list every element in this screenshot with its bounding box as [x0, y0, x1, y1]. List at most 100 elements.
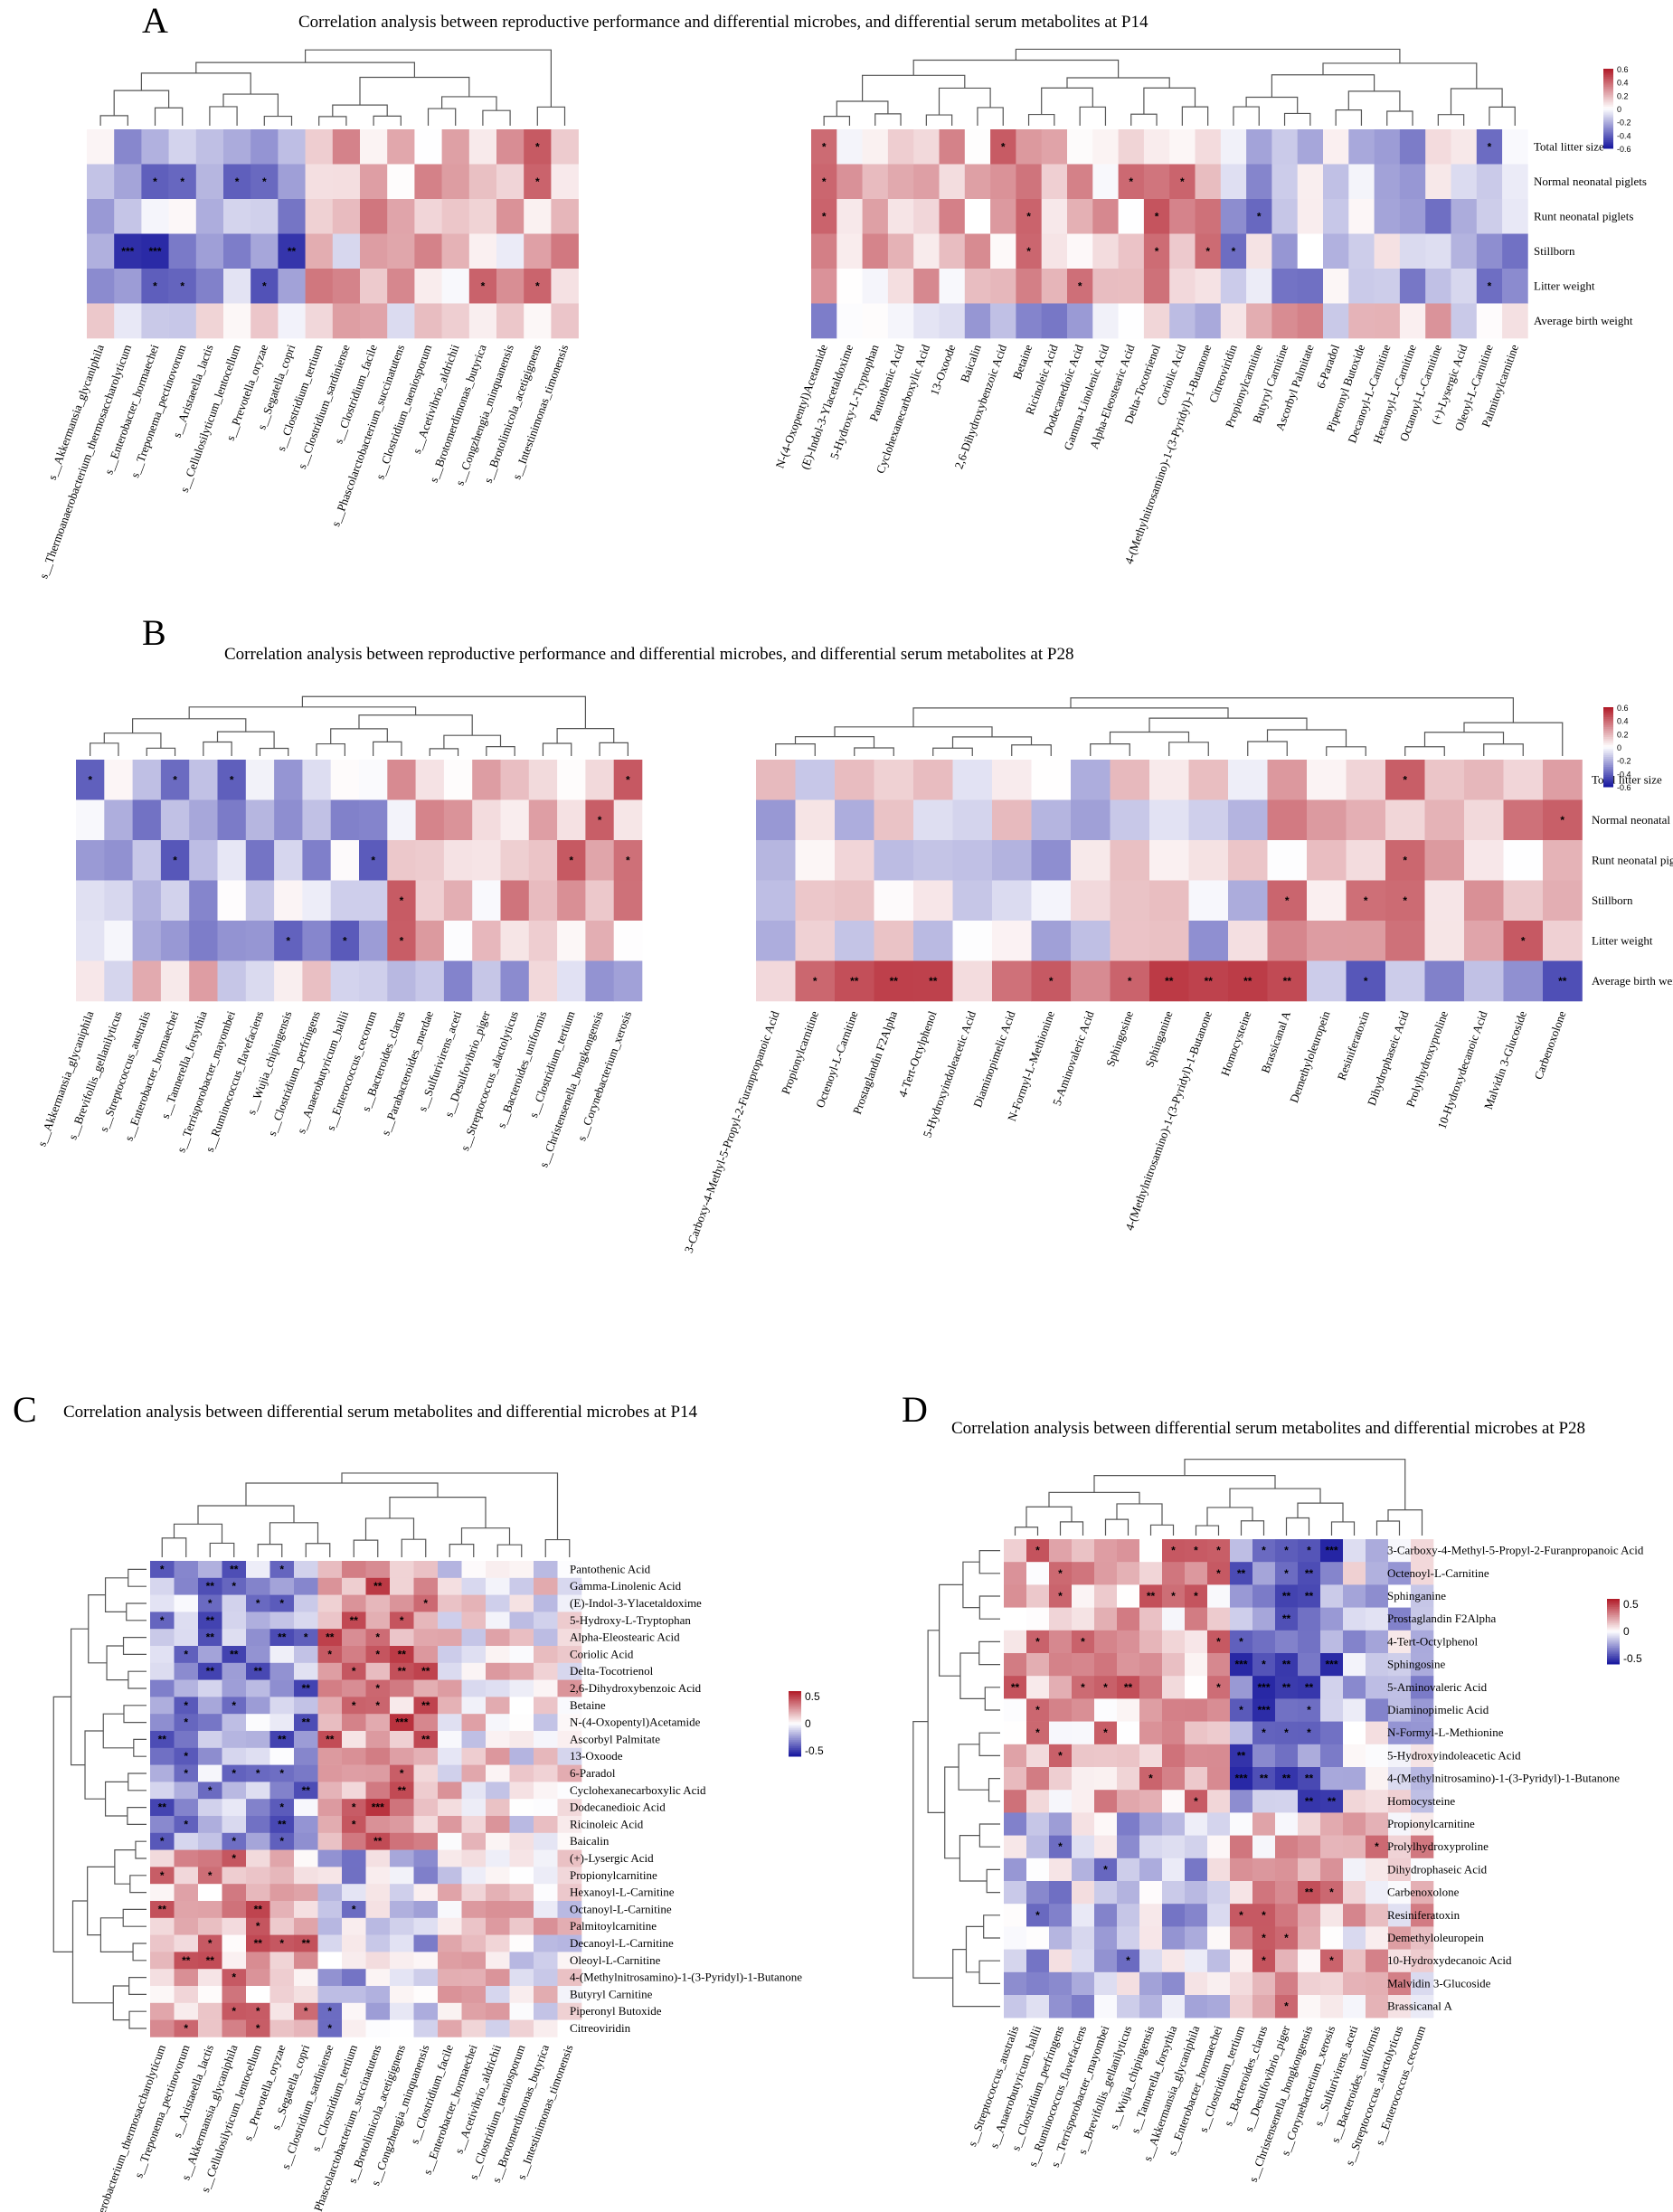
panel-c-cell	[390, 1884, 414, 1902]
panel-a-right-cell	[1016, 164, 1042, 200]
panel-d-cell	[1004, 1653, 1027, 1677]
panel-d-cell	[1139, 1539, 1163, 1563]
panel-c-cell	[150, 1679, 175, 1697]
panel-d-cell	[1298, 1676, 1321, 1699]
panel-d-cell	[1072, 1721, 1095, 1745]
panel-d-cell	[1207, 1653, 1231, 1677]
panel-a-legend-swatch	[1603, 132, 1613, 136]
panel-a-right-cell	[1041, 129, 1068, 165]
panel-b-right-cell	[913, 840, 953, 881]
panel-c-cell	[413, 1646, 439, 1664]
panel-c-cell	[150, 1832, 175, 1850]
panel-c-cell	[246, 1816, 270, 1834]
panel-d-cell	[1139, 1812, 1163, 1836]
panel-c-cell	[438, 2002, 462, 2020]
panel-d-cell	[1139, 1881, 1163, 1905]
panel-a-right-cell	[1399, 303, 1426, 339]
panel-a-right-cell	[1348, 164, 1375, 200]
panel-d-cell	[1230, 1858, 1253, 1882]
panel-c-cell	[269, 1629, 295, 1647]
panel-c-cell	[557, 2019, 582, 2037]
panel-c-star: **	[278, 1631, 287, 1644]
panel-c-cell	[269, 2019, 295, 2037]
panel-c-cell	[486, 1764, 510, 1782]
panel-a-legend-swatch	[1603, 96, 1613, 99]
panel-c-star: **	[302, 1784, 311, 1797]
panel-a-left-cell	[360, 233, 388, 269]
panel-d-legend-tick: 0.5	[1623, 1598, 1639, 1611]
panel-a-left-cell	[441, 164, 470, 200]
panel-d-cell	[1298, 1835, 1321, 1859]
panel-d-cell	[1004, 1584, 1027, 1608]
panel-c-cell	[150, 1629, 175, 1647]
panel-c-cell	[390, 1867, 414, 1885]
panel-d-star: **	[1328, 1795, 1337, 1808]
panel-c-legend-swatch	[789, 1697, 801, 1700]
panel-a-legend-swatch	[1603, 102, 1613, 106]
panel-b-right-cell	[1188, 921, 1229, 961]
panel-d-cell	[1275, 1744, 1299, 1768]
panel-d-cell	[1207, 1744, 1231, 1768]
panel-d-cell	[1026, 1676, 1050, 1699]
panel-b-legend-tick: -0.2	[1617, 757, 1631, 766]
panel-c-cell	[509, 1714, 534, 1732]
panel-b-legend-swatch	[1603, 784, 1613, 788]
panel-d-cell	[1230, 1539, 1253, 1563]
panel-a-right-cell	[1348, 199, 1375, 234]
panel-a-left-cell	[114, 233, 142, 269]
panel-b-left-cell	[415, 921, 445, 961]
panel-a-right-col-label: Baicalin	[958, 342, 984, 383]
panel-d-cell	[1117, 1721, 1140, 1745]
panel-d-cell	[1072, 1630, 1095, 1654]
panel-a-left-cell	[305, 269, 334, 304]
panel-a-left-cell	[278, 269, 306, 304]
panel-c-cell	[413, 1816, 439, 1834]
panel-a-legend-swatch	[1603, 114, 1613, 118]
panel-a-right-cell	[1374, 233, 1401, 269]
panel-a-right-cell	[1169, 233, 1196, 269]
panel-b-left-cell	[557, 760, 586, 800]
panel-a-right-cell	[1476, 199, 1503, 234]
panel-d-legend-swatch	[1607, 1656, 1620, 1659]
panel-c-cell	[557, 1867, 582, 1885]
panel-d-row-label: 10-Hydroxydecanoic Acid	[1387, 1953, 1512, 1967]
panel-c-cell	[534, 1731, 558, 1749]
panel-a-legend-tick: 0	[1617, 105, 1621, 114]
panel-d-cell	[1162, 1539, 1186, 1563]
panel-a-right-cell	[1195, 129, 1222, 165]
panel-d-cell	[1162, 1653, 1186, 1677]
panel-d-legend-tick: 0	[1623, 1625, 1630, 1638]
panel-c-cell	[438, 1577, 462, 1595]
panel-c-star: *	[256, 1767, 260, 1780]
panel-c-cell	[365, 1662, 391, 1680]
panel-c-cell	[486, 1952, 510, 1970]
panel-c-row-label: 13-Oxoode	[570, 1749, 623, 1763]
panel-a-right-cell	[1297, 164, 1324, 200]
panel-b-left-cell	[104, 840, 133, 881]
panel-c-cell	[461, 1714, 487, 1732]
panel-c-cell	[534, 1799, 558, 1817]
panel-b-left-cell	[330, 880, 360, 922]
panel-a-right-cell	[1451, 164, 1478, 200]
panel-d-cell	[1185, 1949, 1208, 1973]
panel-c-cell	[557, 1697, 582, 1715]
panel-c-cell	[342, 1849, 366, 1867]
panel-d-cell	[1162, 1584, 1186, 1608]
panel-c-cell	[534, 1646, 558, 1664]
panel-d-cell	[1072, 1881, 1095, 1905]
panel-d-cell	[1049, 1949, 1073, 1973]
panel-a-right-cell	[836, 129, 863, 165]
panel-a-left-cell	[441, 233, 470, 269]
panel-a-right-cell	[1271, 269, 1298, 304]
panel-d-dendrogram-top	[1014, 1459, 1423, 1536]
panel-c-star: *	[160, 1614, 165, 1627]
panel-a-right-cell	[836, 199, 863, 234]
panel-d-star: **	[1305, 1795, 1314, 1808]
panel-d-cell	[1026, 1607, 1050, 1631]
panel-c-star: *	[232, 1835, 236, 1848]
panel-b-right-cell	[756, 760, 796, 800]
panel-b-left-cell	[443, 880, 473, 922]
panel-a-left-cell	[468, 199, 497, 234]
panel-d-cell	[1388, 1767, 1412, 1791]
panel-a-left-cell	[250, 233, 279, 269]
